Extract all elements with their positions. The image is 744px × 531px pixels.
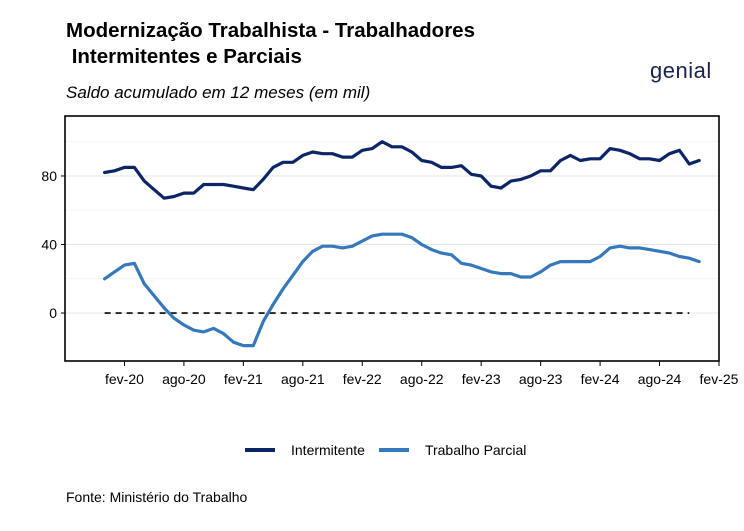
x-tick-label: fev-21: [224, 371, 263, 387]
plot-area: [65, 116, 719, 361]
x-tick-label: ago-20: [162, 371, 206, 387]
plot-border: [64, 115, 720, 362]
x-tick-label: fev-25: [700, 371, 739, 387]
x-tick-label: fev-23: [462, 371, 501, 387]
legend-swatch-intermitente: [245, 448, 275, 452]
chart-title-line-2: Intermitentes e Parciais: [66, 45, 302, 68]
logo-text: genial: [650, 58, 712, 83]
series-line-intermitente: [102, 140, 701, 200]
x-tick-label: ago-22: [400, 371, 444, 387]
x-tick-label: ago-21: [281, 371, 325, 387]
x-tick-label: fev-20: [105, 371, 144, 387]
genial-logo: genial: [650, 58, 712, 84]
x-tick-label: fev-24: [581, 371, 620, 387]
legend-label-intermitente: Intermitente: [291, 442, 365, 458]
y-tick-label: 80: [41, 168, 57, 184]
y-tick-label: 40: [41, 236, 57, 252]
chart-title: Modernização Trabalhista - Trabalhadores…: [66, 18, 475, 70]
x-tick-label: ago-24: [638, 371, 682, 387]
chart-title-line-1: Modernização Trabalhista - Trabalhadores: [66, 19, 475, 42]
legend-swatch-trabalho-parcial: [378, 448, 409, 452]
chart-legend: Intermitente Trabalho Parcial: [245, 442, 540, 458]
legend-label-trabalho-parcial: Trabalho Parcial: [424, 442, 527, 458]
source-note: Fonte: Ministério do Trabalho: [66, 489, 248, 505]
legend-item-intermitente: Intermitente: [245, 442, 365, 458]
legend-item-trabalho-parcial: Trabalho Parcial: [378, 442, 527, 458]
line-chart: 0 40 80 fev-20 ago-20 fev-21 ago-21 fev-22 ago-2…: [41, 115, 739, 387]
series-line-trabalho-parcial: [102, 232, 701, 348]
x-tick-label: fev-22: [343, 371, 382, 387]
x-tick-label: ago-23: [519, 371, 563, 387]
chart-subtitle: Saldo acumulado em 12 meses (em mil): [66, 83, 371, 102]
y-tick-label: 0: [49, 305, 57, 321]
